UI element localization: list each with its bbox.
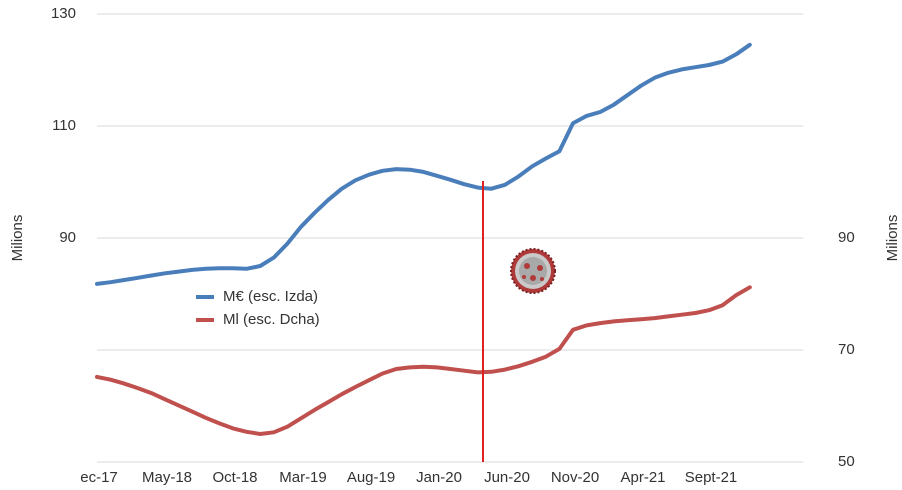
series-line xyxy=(95,42,752,286)
x-tick-label: ec-17 xyxy=(80,469,118,486)
y-tick-label: 90 xyxy=(59,229,76,246)
x-tick-label: Jan-20 xyxy=(416,469,462,486)
plot: 90 110 130 50 70 90 ec-17 May-18 Oct-18 Mar-19 Aug… xyxy=(51,5,855,486)
y2-tick-label: 50 xyxy=(838,453,855,470)
x-tick-label: Sept-21 xyxy=(685,469,738,486)
legend-label: M€ (esc. Izda) xyxy=(223,288,318,305)
y2-tick-label: 90 xyxy=(838,229,855,246)
x-tick-label: Mar-19 xyxy=(279,469,327,486)
virus-icon xyxy=(510,248,556,294)
x-tick-label: Apr-21 xyxy=(620,469,665,486)
series-line xyxy=(95,285,752,436)
x-tick-label: Oct-18 xyxy=(212,469,257,486)
x-tick-label: May-18 xyxy=(142,469,192,486)
legend-label: Ml (esc. Dcha) xyxy=(223,311,320,328)
y-tick-label: 130 xyxy=(51,5,76,22)
y-tick-label: 110 xyxy=(52,117,76,134)
y-axis-title: Milions xyxy=(9,215,26,262)
x-tick-label: Nov-20 xyxy=(551,469,599,486)
x-tick-label: Aug-19 xyxy=(347,469,395,486)
y2-axis-title: Milions xyxy=(884,215,901,262)
x-tick-label: Jun-20 xyxy=(484,469,530,486)
y2-tick-label: 70 xyxy=(838,341,855,358)
